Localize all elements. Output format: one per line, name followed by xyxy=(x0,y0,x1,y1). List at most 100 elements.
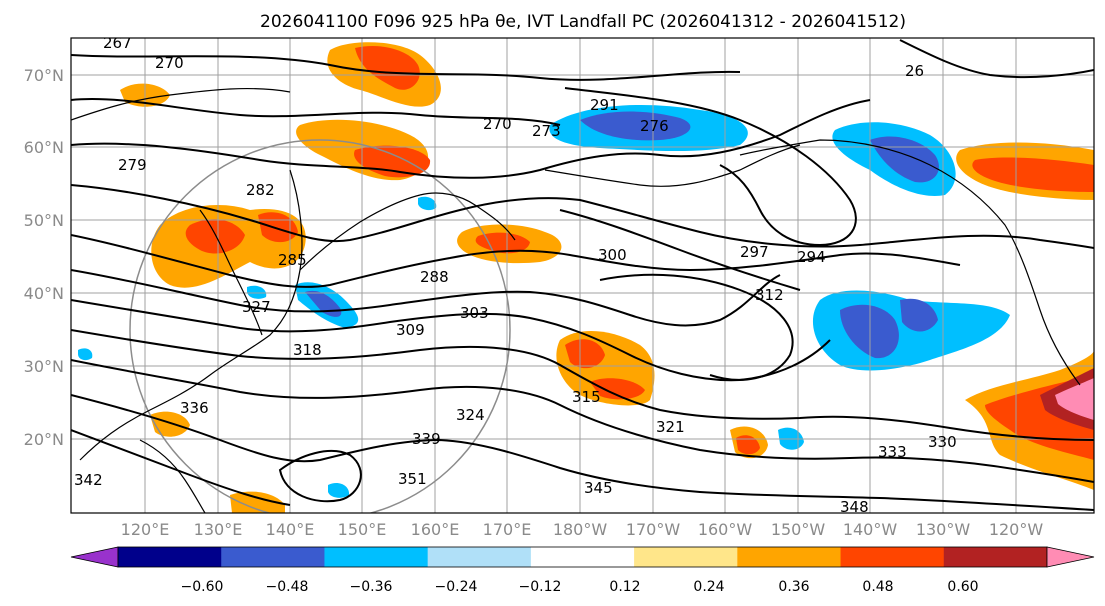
shade-pos-gulf-core xyxy=(972,157,1094,192)
contour-label-291: 291 xyxy=(590,96,619,114)
lon-label: 150°E xyxy=(338,520,387,539)
contour-label-321: 321 xyxy=(656,418,685,436)
lon-label: 140°W xyxy=(843,520,898,539)
contour-label-318: 318 xyxy=(293,341,322,359)
colorbar-min-extend xyxy=(70,546,119,568)
colorbar: −0.60 −0.48 −0.36 −0.24 −0.12 0.12 0.24 … xyxy=(70,546,1095,595)
contour-label-339: 339 xyxy=(412,430,441,448)
map-border xyxy=(70,37,1095,514)
shade-neg-ne-pacific-core xyxy=(840,304,899,359)
contour-label-270b: 270 xyxy=(483,115,512,133)
shade-neg-bering-core xyxy=(580,111,691,141)
contour-label-327: 327 xyxy=(242,298,271,316)
colorbar-tick: 0.48 xyxy=(862,579,893,595)
contour-label-336: 336 xyxy=(180,399,209,417)
contour-label-279: 279 xyxy=(118,156,147,174)
lon-label: 160°W xyxy=(698,520,753,539)
lon-label: 150°W xyxy=(771,520,826,539)
contour-label-26: 26 xyxy=(905,62,924,80)
lon-label: 120°E xyxy=(121,520,170,539)
lon-label: 130°W xyxy=(916,520,971,539)
shade-neg-ws xyxy=(247,285,267,299)
colorbar-segment xyxy=(737,547,842,567)
lon-label: 180°W xyxy=(553,520,608,539)
latitude-labels: 70°N 60°N 50°N 40°N 30°N 20°N xyxy=(24,66,64,449)
shade-pos-kamchatka-core xyxy=(475,232,530,254)
lat-label: 40°N xyxy=(24,284,64,303)
contour-label-276: 276 xyxy=(640,117,669,135)
contour-label-348: 348 xyxy=(840,498,869,516)
contour-label-315: 315 xyxy=(572,388,601,406)
contour-label-294: 294 xyxy=(797,248,826,266)
colorbar-segment xyxy=(530,547,635,567)
contour-labels: 267 270 270 273 276 26 279 282 285 288 2… xyxy=(74,38,957,516)
contour-label-351: 351 xyxy=(398,470,427,488)
colorbar-tick: 0.36 xyxy=(778,579,809,595)
colorbar-tick: −0.12 xyxy=(519,579,562,595)
shade-neg-w xyxy=(78,348,93,361)
colorbar-tick: 0.12 xyxy=(609,579,640,595)
colorbar-segment xyxy=(118,547,222,567)
map-panel: 267 270 270 273 276 26 279 282 285 288 2… xyxy=(71,38,1094,516)
contour-label-282: 282 xyxy=(246,181,275,199)
colorbar-tick: 0.60 xyxy=(947,579,978,595)
contour-label-300: 300 xyxy=(598,246,627,264)
shade-pos-sw xyxy=(150,411,190,437)
colorbar-segment xyxy=(324,547,429,567)
colorbar-tick: −0.48 xyxy=(266,579,309,595)
longitude-labels: 120°E 130°E 140°E 150°E 160°E 170°E 180°… xyxy=(121,520,1044,539)
contour-label-342: 342 xyxy=(74,471,103,489)
contour-label-330: 330 xyxy=(928,433,957,451)
contour-label-285: 285 xyxy=(278,251,307,269)
colorbar-segment xyxy=(943,547,1048,567)
shade-neg-kamchatka xyxy=(418,196,437,211)
colorbar-tick: 0.24 xyxy=(693,579,724,595)
contour-label-288: 288 xyxy=(420,268,449,286)
contour-label-312: 312 xyxy=(755,286,784,304)
shade-pos-manchuria-core xyxy=(185,219,245,254)
graticule xyxy=(71,38,1094,513)
lat-label: 60°N xyxy=(24,138,64,157)
lon-label: 170°E xyxy=(483,520,532,539)
shade-pos-hawaii-east-core xyxy=(736,435,760,455)
contour-label-270a: 270 xyxy=(155,54,184,72)
colorbar-tick-labels: −0.60 −0.48 −0.36 −0.24 −0.12 0.12 0.24 … xyxy=(181,579,979,595)
contour-label-303: 303 xyxy=(460,304,489,322)
coastlines xyxy=(71,87,1081,513)
contour-label-324: 324 xyxy=(456,406,485,424)
landfall-circle xyxy=(129,139,511,513)
colorbar-segment xyxy=(221,547,325,567)
shade-neg-alaska-core xyxy=(870,136,939,183)
lat-label: 70°N xyxy=(24,66,64,85)
shade-pos-midpacific-core xyxy=(565,339,605,369)
colorbar-segment xyxy=(840,547,945,567)
lat-label: 20°N xyxy=(24,430,64,449)
colorbar-segment xyxy=(427,547,532,567)
contour-label-297: 297 xyxy=(740,243,769,261)
shade-pos-mexico-max xyxy=(1055,378,1094,420)
colorbar-max-extend xyxy=(1046,546,1095,568)
shade-neg-s xyxy=(328,483,350,498)
lon-label: 130°E xyxy=(194,520,243,539)
colorbar-tick: −0.24 xyxy=(435,579,478,595)
shade-pos-s xyxy=(230,491,285,513)
shade-pos-midpacific-core2 xyxy=(590,378,645,400)
figure-title: 2026041100 F096 925 hPa θe, IVT Landfall… xyxy=(260,12,906,32)
colorbar-segments xyxy=(117,546,1048,568)
contour-label-273: 273 xyxy=(532,122,561,140)
contour-label-333: 333 xyxy=(878,443,907,461)
lon-label: 140°E xyxy=(266,520,315,539)
lon-label: 170°W xyxy=(626,520,681,539)
negative-shading-regions xyxy=(78,105,1010,498)
contour-label-345: 345 xyxy=(584,479,613,497)
lat-label: 50°N xyxy=(24,211,64,230)
lon-label: 120°W xyxy=(989,520,1044,539)
colorbar-segment xyxy=(634,547,738,567)
shade-neg-ne-pacific-core2 xyxy=(900,298,938,332)
shade-pos-arctic-core xyxy=(355,45,420,90)
colorbar-tick: −0.36 xyxy=(350,579,393,595)
lat-label: 30°N xyxy=(24,357,64,376)
contour-label-309: 309 xyxy=(396,321,425,339)
lon-label: 160°E xyxy=(411,520,460,539)
